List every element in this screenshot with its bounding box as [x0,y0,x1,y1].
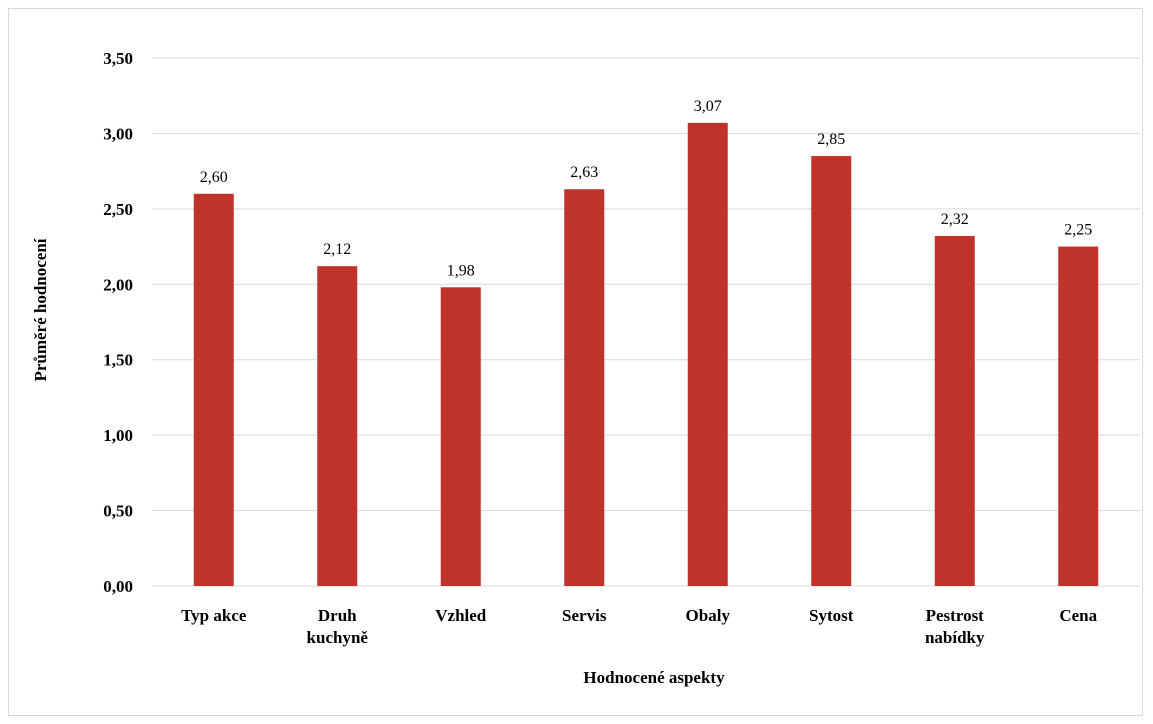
data-label: 1,98 [447,262,475,279]
gridlines [152,57,1140,587]
bar [317,266,358,586]
x-tick-label: Vzhled [435,606,487,625]
y-tick-label: 2,00 [103,275,133,294]
x-tick-label: Cena [1059,606,1097,625]
x-tick-label: Sytost [809,606,854,625]
y-tick-label: 3,00 [103,124,133,143]
bar [687,122,728,587]
bar [564,189,605,586]
data-label: 2,32 [941,211,969,228]
bar [440,287,481,586]
y-tick-label: 2,50 [103,200,133,219]
x-tick-label: Obaly [686,606,731,625]
bars [193,122,1099,587]
y-axis-title: Průměré hodnocení [31,238,50,381]
x-axis-title: Hodnocené aspekty [583,668,725,687]
x-tick-label: Typ akce [181,606,247,625]
bar [811,156,852,587]
x-tick-label: Pestrost nabídky [925,606,985,647]
x-tick-label: Servis [562,606,607,625]
y-tick-label: 0,00 [103,577,133,596]
bar [1058,246,1099,587]
data-label: 2,25 [1064,222,1092,239]
x-tick-label: Druh kuchyně [307,606,369,647]
y-tick-label: 0,50 [103,502,133,521]
data-label: 3,07 [694,98,722,115]
y-tick-label: 3,50 [103,49,133,68]
bar [193,193,234,586]
y-tick-label: 1,50 [103,351,133,370]
data-label: 2,12 [323,241,351,258]
y-tick-label: 1,00 [103,426,133,445]
data-label: 2,63 [570,164,598,181]
x-tick-labels: Typ akce Druh kuchyně Vzhled Servis Obaly Syto… [181,606,1098,647]
y-tick-labels: 0,00 0,50 1,00 1,50 2,00 2,50 3,00 3,50 [103,49,133,596]
bar [934,236,975,587]
data-label: 2,85 [817,131,845,148]
data-labels: 2,60 2,12 1,98 2,63 3,07 2,85 2,32 2,25 [200,98,1093,279]
data-label: 2,60 [200,169,228,186]
